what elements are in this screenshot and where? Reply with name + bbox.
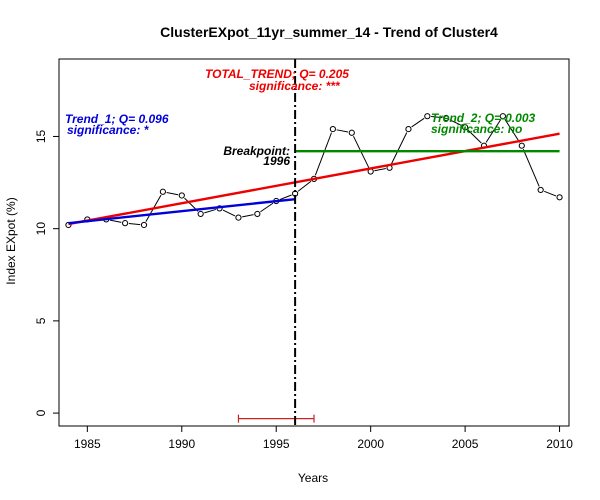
y-tick-label: 0	[34, 409, 48, 416]
data-point	[499, 113, 506, 120]
series-segment	[166, 192, 179, 196]
data-point	[235, 214, 242, 221]
breakpoint-label: Breakpoint:	[223, 144, 290, 158]
data-point	[159, 188, 166, 195]
data-point	[405, 125, 412, 133]
data-point	[424, 113, 431, 120]
breakpoint-year: 1996	[263, 154, 290, 168]
series-segment	[467, 129, 482, 144]
series-segment	[297, 180, 312, 192]
series-segment	[279, 194, 292, 201]
data-point	[518, 142, 525, 149]
plot-frame	[58, 58, 570, 427]
trend2-label: Trend_2; Q=-0.003	[431, 111, 535, 125]
x-tick-label: 2010	[546, 437, 573, 451]
chart-title: ClusterEXpot_11yr_summer_14 - Trend of C…	[160, 24, 498, 40]
y-axis-label: Index EXpot (%)	[4, 197, 18, 284]
y-tick-label: 15	[34, 129, 48, 143]
series-segment	[314, 132, 333, 176]
series-segment	[411, 117, 425, 128]
total-trend-significance: significance: ***	[249, 79, 341, 93]
series-segment	[260, 202, 274, 213]
data-point	[178, 192, 185, 199]
x-axis-label: Years	[298, 471, 328, 485]
data-point	[537, 186, 544, 194]
annotations: TOTAL_TREND; Q= 0.205 significance: *** …	[65, 67, 535, 168]
series-segment	[109, 219, 122, 223]
data-point	[254, 210, 261, 218]
x-tick-label: 2000	[357, 437, 384, 451]
breakpoint-interval	[237, 414, 315, 423]
data-point	[140, 221, 148, 229]
series-segment	[222, 209, 236, 217]
x-tick-label: 1990	[168, 437, 195, 451]
data-point	[329, 125, 336, 133]
x-tick-label: 1995	[263, 437, 290, 451]
series-segment	[504, 119, 521, 143]
total-trend-line	[68, 132, 560, 226]
data-point	[443, 114, 450, 122]
data-point	[462, 124, 469, 131]
x-tick-label: 2005	[452, 437, 479, 451]
series-segment	[242, 214, 254, 218]
data-point	[122, 220, 129, 227]
data-point	[197, 210, 204, 218]
series-segment	[431, 116, 443, 119]
total-trend-label: TOTAL_TREND; Q= 0.205	[205, 67, 349, 81]
series-segment	[336, 129, 349, 133]
trend1-line	[68, 197, 296, 225]
y-tick-label: 5	[34, 317, 48, 324]
y-tick-label: 10	[34, 222, 48, 236]
trend-lines	[68, 132, 560, 226]
trend2-significance: significance: no	[431, 122, 522, 136]
x-tick-label: 1985	[74, 437, 101, 451]
series-segment	[204, 208, 217, 214]
axes: 1985 1990 1995 2000 2005 2010 0 5 10 15	[34, 58, 573, 451]
series-segment	[544, 190, 557, 197]
series-segment	[128, 223, 141, 226]
series-segment	[522, 148, 540, 187]
series-segment	[449, 119, 462, 127]
series-segment	[390, 132, 408, 165]
trend1-label: Trend_1; Q= 0.096	[65, 112, 169, 126]
series-segment	[374, 168, 386, 172]
data-point	[556, 194, 563, 201]
series-segment	[485, 119, 502, 143]
trend1-significance: significance: *	[67, 123, 150, 137]
data-point	[348, 129, 355, 136]
